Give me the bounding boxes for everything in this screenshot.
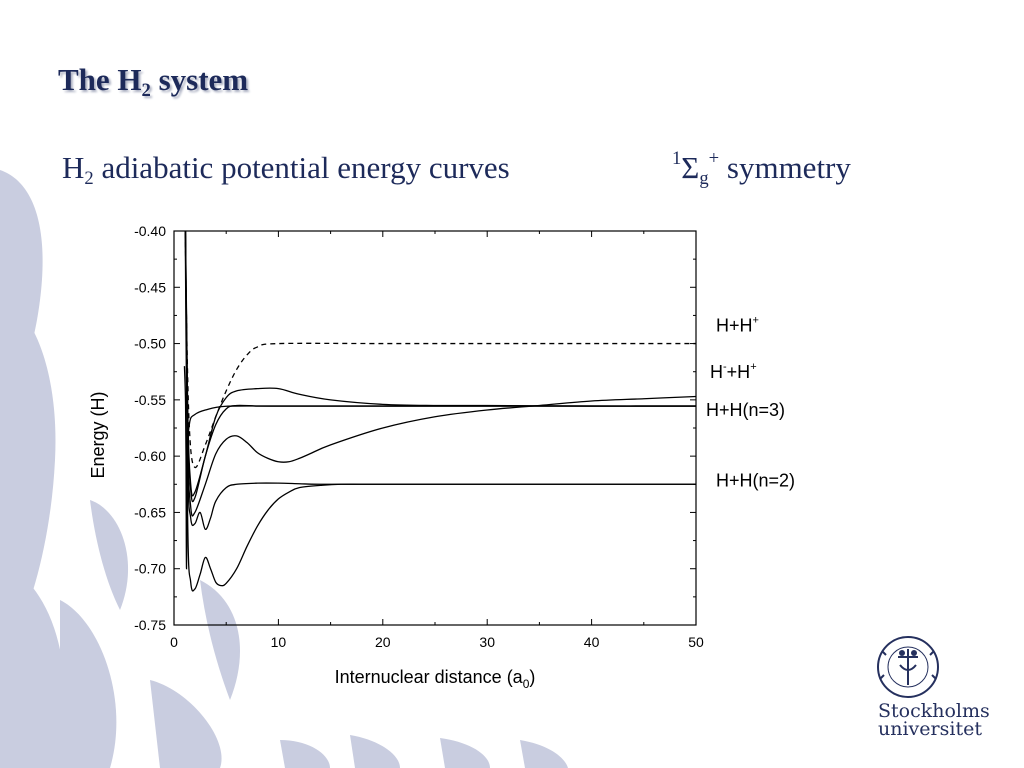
- y-tick-label: -0.70: [134, 561, 166, 577]
- annotation-label: H+H+: [716, 315, 759, 336]
- x-tick-label: 0: [170, 634, 178, 650]
- x-tick-label: 30: [479, 634, 495, 650]
- series-curve-3: [184, 231, 696, 503]
- x-tick-label: 50: [688, 634, 704, 650]
- plot-frame: [173, 230, 697, 626]
- y-tick-label: -0.45: [134, 279, 166, 295]
- decorative-swoosh: [0, 170, 568, 768]
- x-tick-label: 10: [271, 634, 287, 650]
- annotation-label: H-+H+: [710, 361, 757, 382]
- y-tick-label: -0.50: [134, 336, 166, 352]
- y-tick-label: -0.60: [134, 448, 166, 464]
- logo-text-stockholms: Stockholms: [878, 700, 990, 722]
- series-curve-4: [184, 231, 696, 517]
- series-curve-7: [183, 366, 696, 570]
- series-curve-2: [184, 231, 696, 497]
- series-curve-6: [184, 231, 696, 592]
- annotation-label: H+H(n=2): [716, 470, 795, 490]
- subtitle-symmetry: 1Σg+ symmetry: [672, 148, 851, 189]
- y-tick-label: -0.75: [134, 617, 166, 633]
- series-curve-5: [184, 231, 696, 530]
- subtitle-curves: H2 adiabatic potential energy curves: [62, 150, 510, 189]
- y-axis-label: Energy (H): [88, 391, 108, 478]
- x-tick-label: 20: [375, 634, 391, 650]
- x-tick-label: 40: [584, 634, 600, 650]
- slide-title: The H2 system: [58, 62, 249, 101]
- series-curve-1: [184, 231, 696, 469]
- y-tick-label: -0.65: [134, 504, 166, 520]
- annotation-label: H+H(n=3): [706, 400, 785, 420]
- x-axis-label: Internuclear distance (a0): [335, 667, 536, 691]
- university-seal-icon: [877, 636, 939, 698]
- logo-text-universitet: universitet: [878, 718, 982, 740]
- y-tick-label: -0.55: [134, 392, 166, 408]
- y-tick-label: -0.40: [134, 223, 166, 239]
